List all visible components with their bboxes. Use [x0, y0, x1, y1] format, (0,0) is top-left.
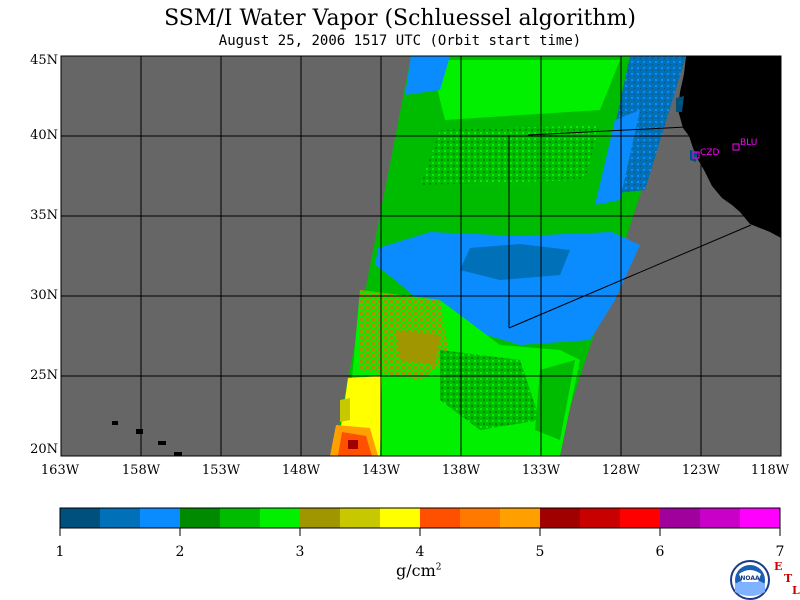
units-power: 2 [435, 562, 442, 573]
lon-label-163w: 163W [40, 463, 80, 478]
lon-label-138w: 138W [441, 463, 481, 478]
lat-label-25n: 25N [30, 368, 58, 383]
swath-region-north [430, 60, 620, 120]
colorbar-segment [700, 508, 741, 528]
island-oahu [136, 429, 143, 434]
etl-letter-l: L [792, 584, 800, 597]
lat-label-35n: 35N [30, 208, 58, 223]
swath-region-south-dark [440, 350, 540, 430]
colorbar-segment [500, 508, 541, 528]
lon-label-158w: 158W [121, 463, 161, 478]
graticule [61, 56, 781, 456]
colorbar-segment [740, 508, 781, 528]
colorbar-segment [340, 508, 381, 528]
lon-label-143w: 143W [361, 463, 401, 478]
lon-label-153w: 153W [201, 463, 241, 478]
swath-region-south-east [535, 360, 575, 440]
lat-label-30n: 30N [30, 288, 58, 303]
colorbar-label-3: 3 [295, 544, 305, 560]
swath-region-north-mid [420, 125, 600, 185]
lon-label-148w: 148W [281, 463, 321, 478]
map-title: SSM/I Water Vapor (Schluessel algorithm) [164, 6, 636, 31]
swath-region-olive [395, 330, 440, 365]
colorbar-segment [300, 508, 341, 528]
etl-letter-e: E [774, 560, 783, 573]
swath-region-max [348, 440, 358, 449]
lon-label-128w: 128W [601, 463, 641, 478]
land-north-america [678, 56, 781, 238]
station-marker-czd [692, 151, 700, 159]
colorbar [60, 508, 781, 528]
island-molokai [158, 441, 166, 445]
colorbar-segment [100, 508, 141, 528]
colorbar-segment [60, 508, 101, 528]
colorbar-label-6: 6 [655, 544, 665, 560]
lon-label-123w: 123W [681, 463, 721, 478]
island-kauai [112, 421, 118, 425]
swath-region-olive-yellow [340, 398, 350, 422]
colorbar-label-7: 7 [775, 544, 785, 560]
swath-region-blue-nw [405, 56, 450, 95]
colorbar-segment [380, 508, 421, 528]
colorbar-label-5: 5 [535, 544, 545, 560]
colorbar-label-4: 4 [415, 544, 425, 560]
lat-label-45n: 45N [30, 53, 58, 68]
lon-label-118w: 118W [750, 463, 790, 478]
colorbar-segment [180, 508, 221, 528]
lat-label-40n: 40N [30, 128, 58, 143]
water-vapor-map [59, 55, 782, 536]
colorbar-segment [220, 508, 261, 528]
lat-label-20n: 20N [30, 442, 58, 457]
colorbar-label-1: 1 [55, 544, 65, 560]
swath-region-blue-inner [460, 244, 570, 280]
units-text: g/cm [396, 561, 436, 580]
map-subtitle: August 25, 2006 1517 UTC (Orbit start ti… [218, 33, 582, 49]
map-frame [60, 55, 782, 457]
colorbar-segment [620, 508, 661, 528]
swath-region-blue-east-edge [595, 110, 640, 205]
analysis-sector [508, 126, 752, 329]
colorbar-label-2: 2 [175, 544, 185, 560]
station-label-czd: CZD [700, 148, 720, 158]
colorbar-segment [660, 508, 701, 528]
colorbar-segment [260, 508, 301, 528]
map-area [61, 56, 781, 456]
colorbar-segment [580, 508, 621, 528]
lon-label-133w: 133W [521, 463, 561, 478]
colorbar-segment [420, 508, 461, 528]
station-label-blu: BLU [740, 138, 758, 148]
noaa-logo: NOAA [730, 560, 770, 600]
swath-region-blue-band [375, 232, 640, 345]
station-marker-blu [732, 143, 740, 151]
land-coast-speckle [676, 96, 698, 162]
colorbar-ticks [59, 528, 781, 536]
colorbar-units: g/cm2 [396, 561, 442, 580]
colorbar-segment [540, 508, 581, 528]
colorbar-segment [460, 508, 501, 528]
svg-text:NOAA: NOAA [740, 575, 760, 582]
colorbar-segment [140, 508, 181, 528]
island-maui [174, 452, 182, 456]
etl-letter-t: T [784, 572, 793, 585]
